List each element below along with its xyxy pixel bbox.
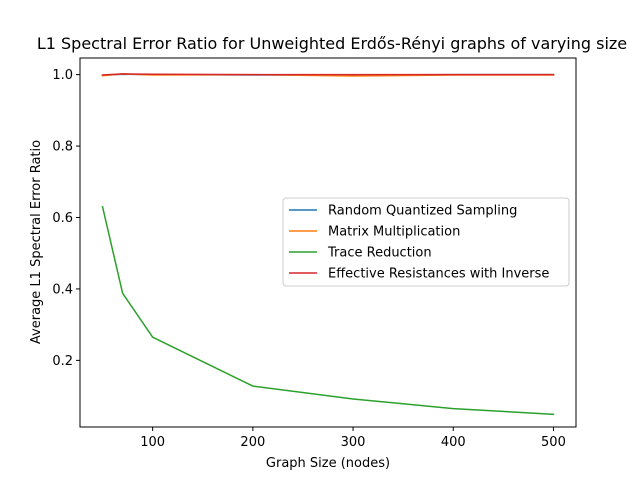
y-tick-label: 0.2 [52,354,73,369]
x-axis-label: Graph Size (nodes) [266,456,390,471]
y-tick-label: 0.4 [52,282,73,297]
series-line-effective-resistances-with-inverse [101,73,555,76]
y-tick-label: 0.6 [52,211,73,226]
x-tick-label: 400 [441,435,466,450]
plot-frame [79,57,577,428]
x-tick-label: 300 [341,435,366,450]
legend-box [282,197,570,287]
y-tick-label: 0.8 [52,140,73,155]
series-line-trace-reduction [101,205,555,416]
legend-label-matrix-multiplication: Matrix Multiplication [328,225,460,240]
y-axis: 0.2 0.4 0.6 0.8 1.0 [52,68,80,369]
x-tick-label: 100 [140,435,165,450]
legend-label-effective-resistances-with-inverse: Effective Resistances with Inverse [328,267,549,282]
legend-label-trace-reduction: Trace Reduction [327,246,432,261]
chart-title: L1 Spectral Error Ratio for Unweighted E… [37,34,627,53]
legend-label-random-quantized-sampling: Random Quantized Sampling [328,204,517,219]
series-lines [101,73,555,416]
legend: Random Quantized Sampling Matrix Multipli… [282,197,570,287]
x-tick-label: 500 [541,435,566,450]
y-tick-label: 1.0 [52,68,73,83]
x-tick-label: 200 [240,435,265,450]
x-axis: 100 200 300 400 500 [140,427,566,450]
y-axis-label: Average L1 Spectral Error Ratio [29,140,44,344]
